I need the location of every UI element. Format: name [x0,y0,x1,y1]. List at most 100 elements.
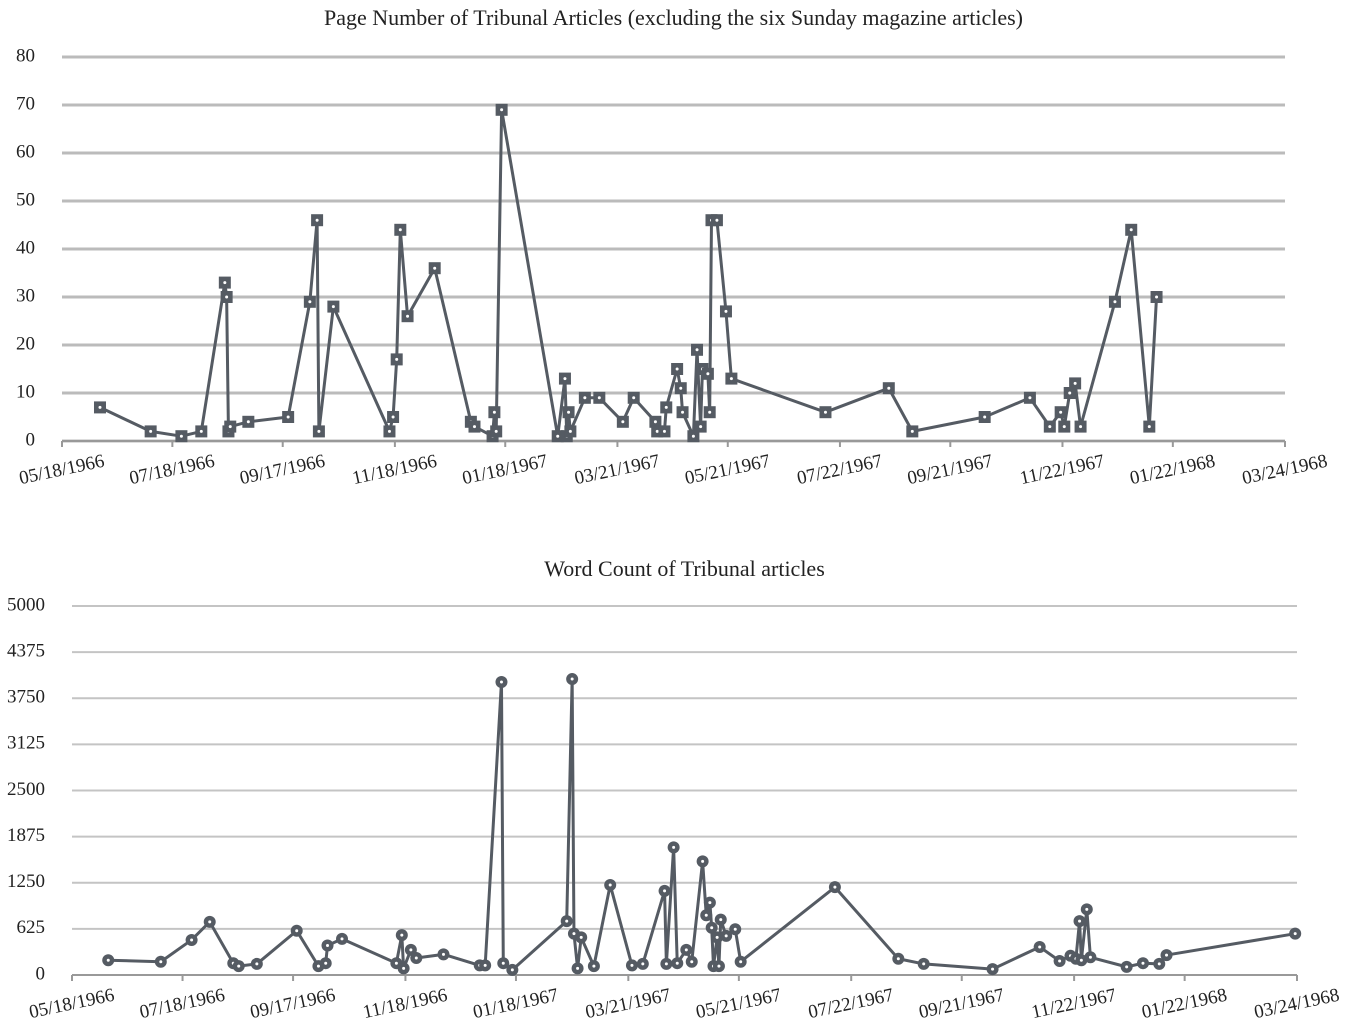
data-point [1058,420,1071,433]
x-tick-label: 03/21/1967 [573,451,662,490]
marker-dot [1078,919,1082,923]
marker-dot [316,964,320,968]
data-point [397,962,410,975]
marker-dot [223,281,227,285]
data-point [410,952,423,965]
data-point [383,425,396,438]
data-point [303,295,316,308]
data-point [1289,927,1302,940]
data-point [564,425,577,438]
x-tick-label: 05/18/1966 [17,451,106,490]
marker-dot [597,396,601,400]
y-tick-label: 30 [16,285,35,306]
data-point [336,932,349,945]
data-point [687,430,700,443]
data-point [282,411,295,423]
data-point [978,411,991,423]
data-point [710,214,723,227]
marker-dot [1125,965,1129,969]
marker-dot [402,966,406,970]
data-point [680,943,693,956]
marker-dot [414,956,418,960]
data-point [604,878,617,891]
x-tick-label: 05/18/1966 [27,985,116,1024]
marker-dot [715,935,719,939]
data-point [468,420,481,433]
data-point [705,921,718,934]
data-point [1053,954,1066,967]
marker-dot [510,968,514,972]
marker-dot [199,429,203,433]
marker-dot [1048,425,1052,429]
marker-dot [691,434,695,438]
marker-dot [208,920,212,924]
data-point [93,401,106,414]
marker-dot [922,962,926,966]
marker-dot [326,943,330,947]
x-tick-label: 11/18/1966 [350,451,438,489]
data-point [711,931,724,944]
marker-dot [708,901,712,905]
data-point [497,957,510,970]
marker-dot [719,918,723,922]
data-point [506,963,519,976]
data-point [1080,903,1093,916]
marker-dot [991,967,995,971]
x-tick-label: 01/22/1968 [1128,451,1217,490]
marker-dot [695,348,699,352]
data-point [220,291,233,303]
chart-title: Page Number of Tribunal Articles (exclud… [324,5,1023,30]
marker-dot [684,948,688,952]
data-point [714,913,727,926]
marker-dot [563,377,567,381]
marker-dot [1085,907,1089,911]
x-tick-label: 07/22/1967 [795,451,884,490]
marker-dot [106,958,110,962]
marker-dot [500,108,504,112]
marker-dot [1062,425,1066,429]
marker-dot [663,889,667,893]
marker-dot [896,957,900,961]
marker-dot [833,885,837,889]
data-point [390,353,403,366]
data-point [1153,957,1166,970]
marker-dot [286,415,290,419]
data-point [312,425,325,438]
y-tick-label: 20 [16,333,35,354]
data-point [195,425,208,438]
marker-dot [1088,955,1092,959]
data-point [882,382,895,395]
marker-dot [409,948,413,952]
data-point [495,103,508,116]
marker-dot [576,966,580,970]
data-point [1075,954,1088,967]
marker-dot [641,962,645,966]
data-point [1023,391,1036,404]
data-point [175,430,188,443]
marker-dot [724,934,728,938]
x-tick-label: 03/21/1967 [584,985,673,1024]
marker-dot [690,960,694,964]
marker-dot [583,396,587,400]
marker-dot [1079,958,1083,962]
marker-dot [1058,959,1062,963]
data-point [185,933,198,946]
data-point [327,300,340,313]
marker-dot [1073,381,1077,385]
marker-dot [394,961,398,965]
marker-dot [483,963,487,967]
marker-dot [1079,425,1083,429]
x-tick-label: 01/18/1967 [471,985,560,1024]
data-point [319,957,332,970]
marker-dot [675,367,679,371]
marker-dot [733,927,737,931]
marker-dot [149,429,153,433]
marker-dot [708,410,712,414]
data-point [290,924,303,937]
data-point [587,960,600,973]
marker-dot [1141,961,1145,965]
data-point [691,343,704,356]
marker-dot [608,883,612,887]
marker-dot [1165,953,1169,957]
x-tick-label: 03/24/1968 [1252,985,1341,1024]
